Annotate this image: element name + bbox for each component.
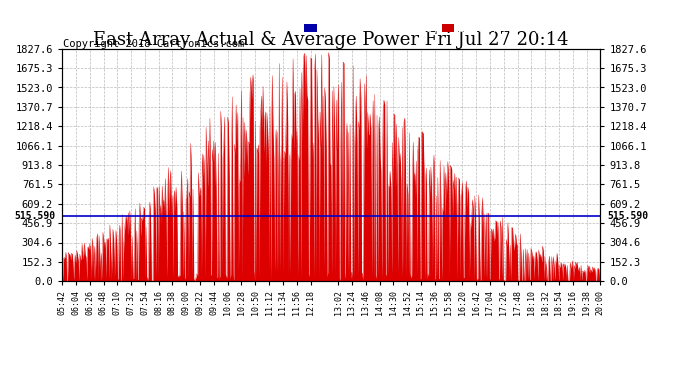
Title: East Array Actual & Average Power Fri Jul 27 20:14: East Array Actual & Average Power Fri Ju… xyxy=(93,31,569,49)
Text: 515.590: 515.590 xyxy=(14,211,55,220)
Text: 515.590: 515.590 xyxy=(607,211,649,220)
Legend: Average  (DC Watts), East Array  (DC Watts): Average (DC Watts), East Array (DC Watts… xyxy=(304,24,595,34)
Text: Copyright 2018 Cartronics.com: Copyright 2018 Cartronics.com xyxy=(63,39,244,50)
